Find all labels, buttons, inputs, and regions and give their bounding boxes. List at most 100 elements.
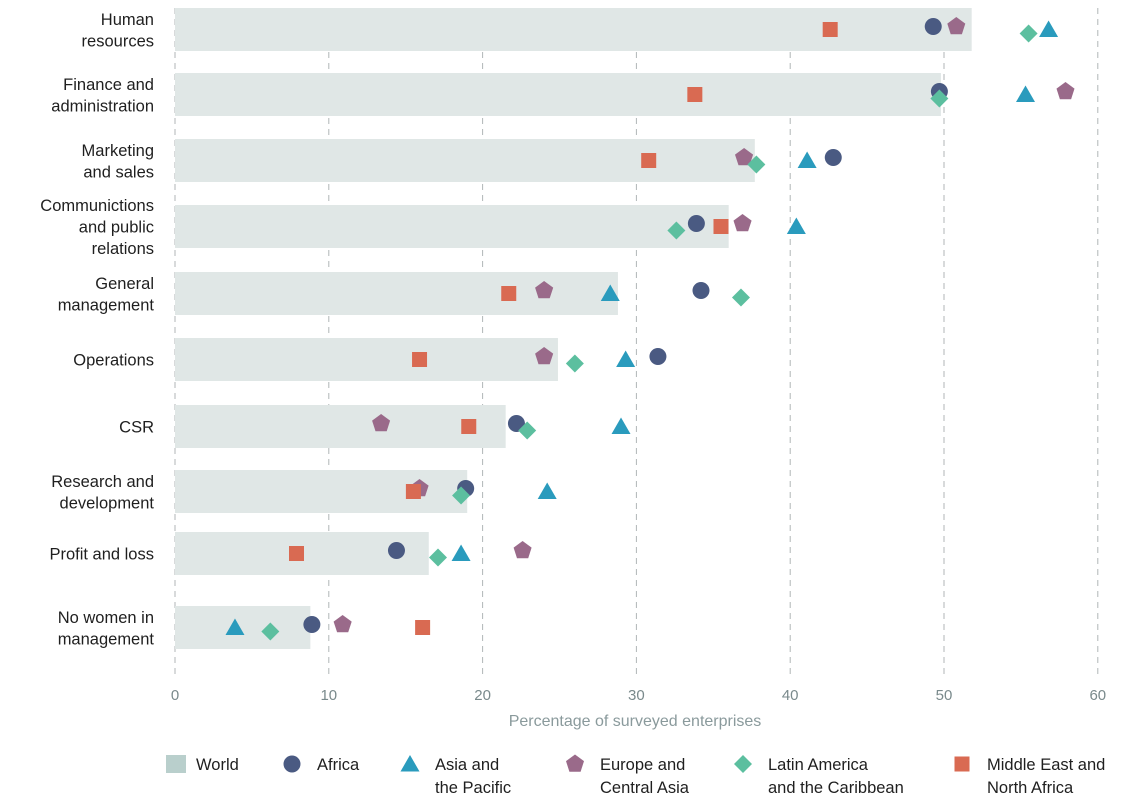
legend: World Africa Asia and the Pacific Europe and… [166,754,1105,796]
point-middle-east-and [405,484,421,499]
x-tick-label: 20 [474,687,491,704]
point-latin-america [518,421,537,440]
legend-label: Europe and [600,756,685,774]
legend-label: Asia and [435,756,499,774]
point-europe-and [733,214,752,232]
point-asia-and [1016,85,1036,102]
legend-swatch-middle-east-and [954,756,970,772]
legend-label: Africa [317,756,360,774]
point-europe-and [535,347,554,365]
point-europe-and [1056,82,1075,100]
category-label: relations [92,240,154,258]
point-asia-and [451,544,471,561]
category-label: administration [51,97,154,115]
legend-swatch-africa [283,755,301,773]
point-middle-east-and [412,352,428,367]
point-middle-east-and [289,546,305,561]
point-europe-and [333,615,352,633]
x-axis-label: Percentage of surveyed enterprises [509,713,762,730]
legend-swatch-latin-america [734,755,752,773]
legend-swatch-world [166,755,186,773]
point-europe-and [947,17,966,35]
x-tick-label: 50 [936,687,953,704]
point-europe-and [535,281,554,299]
bar-world [175,606,311,649]
point-latin-america [731,288,750,307]
category-labels: Human resources Finance and administration M… [40,11,154,649]
legend-label: North Africa [987,779,1074,796]
point-africa [649,348,667,365]
bar-world [175,338,558,381]
category-label: CSR [119,419,154,437]
bar-world [175,205,729,248]
category-label: No women in [58,609,154,627]
point-asia-and [537,482,557,499]
x-tick-labels: 0 10 20 30 40 50 60 [171,687,1106,704]
point-africa [824,149,842,166]
point-latin-america [747,155,766,174]
bar-world [175,8,972,51]
point-africa [687,215,705,232]
legend-label: and the Caribbean [768,779,904,796]
category-label: development [60,494,155,512]
category-label: Finance and [63,76,154,94]
legend-label: Latin America [768,756,869,774]
category-label: resources [82,32,154,50]
point-middle-east-and [641,153,657,168]
point-middle-east-and [461,419,477,434]
point-asia-and [225,618,245,635]
point-africa [924,18,942,35]
point-middle-east-and [687,87,703,102]
point-africa [692,282,710,299]
category-label: and public [79,219,154,237]
point-europe-and [513,541,532,559]
point-latin-america [1019,24,1038,43]
category-label: General [95,275,154,293]
point-latin-america [452,486,471,505]
legend-swatch-asia-and [400,755,420,772]
legend-swatch-europe-and [566,754,584,772]
point-africa [303,616,321,633]
point-asia-and [1039,20,1059,37]
x-tick-label: 30 [628,687,645,704]
bar-world [175,405,506,448]
point-middle-east-and [501,286,517,301]
x-tick-label: 60 [1089,687,1106,704]
point-europe-and [372,414,391,432]
point-middle-east-and [415,620,431,635]
category-label: Profit and loss [49,546,154,564]
category-label: Communictions [40,197,154,215]
category-label: Research and [51,473,154,491]
legend-label: Central Asia [600,779,690,796]
point-latin-america [667,221,686,240]
point-latin-america [261,622,280,641]
point-latin-america [930,89,949,108]
point-middle-east-and [713,219,729,234]
point-asia-and [786,217,806,234]
bar-world [175,139,755,182]
point-asia-and [797,151,817,168]
point-africa [387,542,405,559]
category-label: Operations [73,352,154,370]
category-label: and sales [83,163,154,181]
bar-world [175,73,941,116]
x-tick-label: 0 [171,687,179,704]
marker-layer [225,17,1075,641]
point-latin-america [428,548,447,567]
point-asia-and [616,350,636,367]
point-europe-and [735,148,754,166]
category-label: management [58,296,155,314]
bar-layer [175,8,972,649]
x-tick-label: 40 [782,687,799,704]
point-africa [507,415,525,432]
bar-world [175,272,618,315]
x-tick-label: 10 [320,687,337,704]
legend-label: Middle East and [987,756,1105,774]
point-middle-east-and [822,22,838,37]
point-asia-and [611,417,631,434]
legend-label: World [196,756,239,774]
point-asia-and [600,284,620,301]
legend-label: the Pacific [435,779,511,796]
category-label: management [58,630,155,648]
